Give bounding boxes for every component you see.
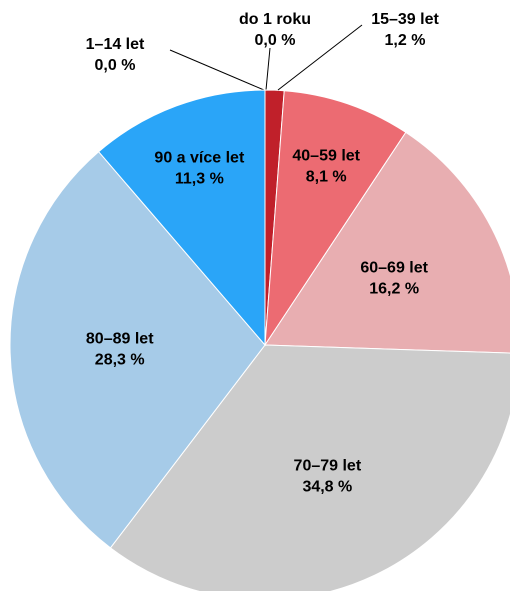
slice-value-label: 34,8 % bbox=[302, 479, 352, 496]
slice-value-label: 0,0 % bbox=[95, 57, 136, 74]
pie-slice bbox=[9, 151, 266, 549]
leader-line bbox=[265, 47, 271, 91]
slice-value-label: 8,1 % bbox=[306, 169, 347, 186]
pie-slice bbox=[264, 90, 407, 347]
slice-value-label: 11,3 % bbox=[175, 170, 224, 187]
slice-label: 60–69 let bbox=[360, 260, 428, 277]
pie-slice bbox=[109, 344, 510, 591]
pie-slice bbox=[97, 89, 266, 347]
slice-label: 40–59 let bbox=[292, 148, 360, 165]
leader-line bbox=[277, 24, 363, 91]
slice-value-label: 0,0 % bbox=[255, 32, 296, 49]
slice-label: 70–79 let bbox=[294, 458, 362, 475]
slice-label: 1–14 let bbox=[86, 36, 145, 53]
slice-value-label: 16,2 % bbox=[369, 281, 419, 298]
slice-label: 90 a více let bbox=[154, 149, 245, 166]
slice-value-label: 1,2 % bbox=[385, 32, 426, 49]
slice-label: 15–39 let bbox=[371, 11, 439, 28]
slice-value-label: 28,3 % bbox=[95, 352, 145, 369]
leader-line bbox=[169, 49, 265, 91]
slice-label: do 1 roku bbox=[239, 11, 311, 28]
pie-slice bbox=[264, 131, 510, 354]
slice-label: 80–89 let bbox=[86, 331, 154, 348]
